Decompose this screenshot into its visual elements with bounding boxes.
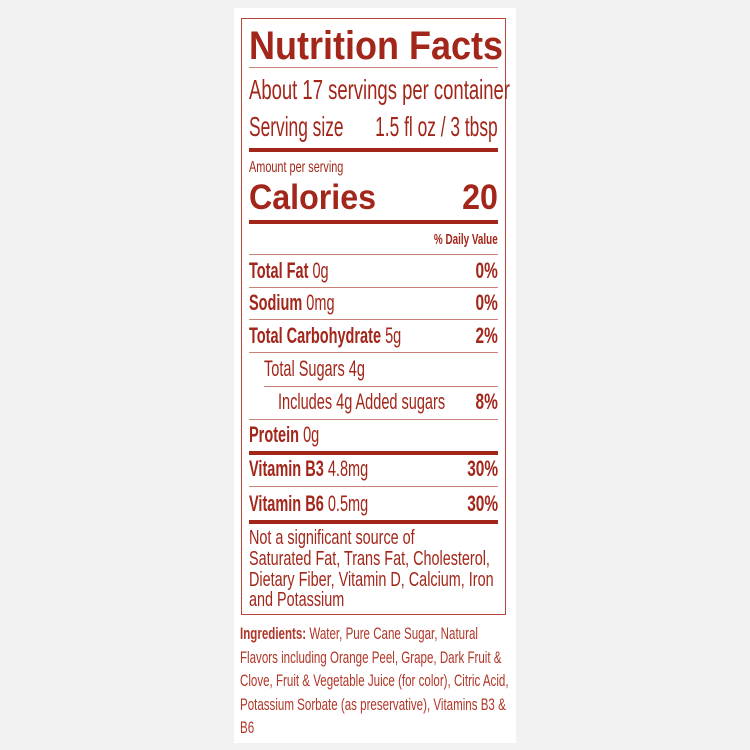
servings-per-container: About 17 servings per container <box>249 74 510 105</box>
serving-size-value: 1.5 fl oz / 3 tbsp <box>375 111 498 142</box>
ingredients: Ingredients: Water, Pure Cane Sugar, Nat… <box>240 622 512 740</box>
nutrient-amount: 0g <box>303 422 320 447</box>
divider <box>249 486 498 487</box>
nutrient-row-vitamin-b6: Vitamin B6 0.5mg <box>249 493 368 515</box>
nutrient-label: Total Fat <box>249 258 309 283</box>
nutrient-row-sodium: Sodium 0mg <box>249 292 335 314</box>
divider <box>249 67 498 68</box>
divider-thick <box>249 520 498 524</box>
nutrient-amount: 0g <box>312 258 329 283</box>
nutrient-label: Sodium <box>249 290 303 315</box>
nutrient-label: Vitamin B6 <box>249 491 324 516</box>
divider <box>249 419 498 420</box>
nutrient-label: Vitamin B3 <box>249 456 324 481</box>
nutrient-row-total-sugars: Total Sugars 4g <box>264 356 365 381</box>
nutrient-row-protein: Protein 0g <box>249 424 319 446</box>
nutrient-dv: 0% <box>475 258 498 283</box>
divider-thick <box>249 220 498 224</box>
nutrient-label: Protein <box>249 422 300 447</box>
footnote-line: and Potassium <box>249 589 345 611</box>
nutrient-amount: 0mg <box>306 290 335 315</box>
divider <box>249 319 498 320</box>
serving-size-label: Serving size <box>249 111 344 142</box>
nutrient-dv: 8% <box>475 389 498 414</box>
divider <box>264 386 498 387</box>
calories-value: 20 <box>462 178 498 217</box>
amount-per-serving: Amount per serving <box>249 159 344 176</box>
footnote-line: Not a significant source of <box>249 527 415 549</box>
daily-value-header: % Daily Value <box>434 231 498 248</box>
divider <box>249 254 498 255</box>
nutrient-dv: 30% <box>467 456 498 481</box>
label-panel <box>234 8 516 743</box>
nutrient-amount: 4.8mg <box>327 456 369 481</box>
nutrient-dv: 0% <box>475 290 498 315</box>
calories-label: Calories <box>249 178 377 217</box>
nutrient-amount: 0.5mg <box>327 491 369 516</box>
divider <box>249 287 498 288</box>
nutrient-row-added-sugars: Includes 4g Added sugars <box>278 389 446 414</box>
footnote-line: Saturated Fat, Trans Fat, Cholesterol, <box>249 548 490 570</box>
nutrient-label: Total Carbohydrate <box>249 323 382 348</box>
nutrient-row-total-carbohydrate: Total Carbohydrate 5g <box>249 325 401 347</box>
divider-thick <box>249 451 498 455</box>
nutrition-facts-box <box>241 18 506 615</box>
nutrient-dv: 2% <box>475 323 498 348</box>
divider <box>249 352 498 353</box>
nutrient-row-total-fat: Total Fat 0g <box>249 260 329 282</box>
label-title: Nutrition Facts <box>249 24 504 68</box>
nutrient-row-vitamin-b3: Vitamin B3 4.8mg <box>249 458 368 480</box>
divider-thick <box>249 148 498 152</box>
footnote-line: Dietary Fiber, Vitamin D, Calcium, Iron <box>249 569 494 591</box>
ingredients-text: Water, Pure Cane Sugar, Natural Flavors … <box>240 624 509 737</box>
nutrient-dv: 30% <box>467 491 498 516</box>
nutrient-amount: 5g <box>385 323 402 348</box>
ingredients-label: Ingredients: <box>240 624 307 643</box>
